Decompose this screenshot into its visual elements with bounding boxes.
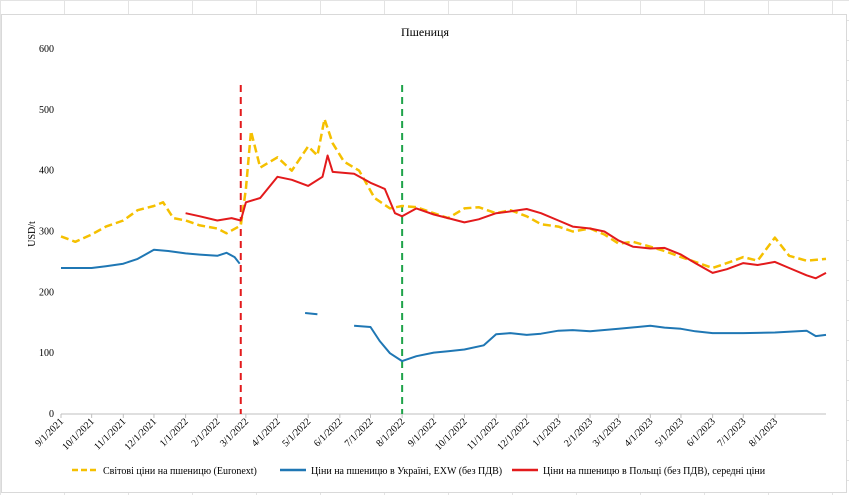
x-tick-label: 11/1/2021 [92,416,128,452]
chart-area[interactable]: Пшениця USD/t 0 100 200 300 400 500 600 9/1/20… [1,14,847,493]
series-line-2 [61,248,241,269]
x-tick-label: 8/1/2022 [374,416,407,449]
x-tick-label: 10/1/2022 [433,416,469,452]
x-tick-label: 11/1/2022 [465,416,501,452]
x-tick-label: 3/1/2022 [218,416,251,449]
x-tick-label: 6/1/2023 [685,416,718,449]
legend-label-1: Світові ціни на пшеницю (Euronext) [103,466,257,477]
x-tick-label: 8/1/2023 [747,416,780,449]
y-axis-ticks: 0 100 200 300 400 500 600 [39,44,54,420]
y-tick-label: 400 [39,166,54,177]
x-tick-label: 5/1/2022 [280,416,313,449]
x-tick-label: 2/1/2023 [562,416,595,449]
chart-title: Пшениця [401,25,449,39]
x-tick-label: 6/1/2022 [312,416,345,449]
y-tick-label: 0 [49,409,54,420]
event-lines [239,85,404,414]
x-tick-label: 12/1/2022 [495,416,531,452]
y-tick-label: 600 [39,44,54,55]
legend-label-3: Ціни на пшеницю в Польщі (без ПДВ), сере… [543,466,766,477]
legend: Світові ціни на пшеницю (Euronext) Ціни н… [72,466,766,477]
x-tick-label: 1/1/2022 [158,416,191,449]
y-tick-label: 100 [39,348,54,359]
x-tick-label: 12/1/2021 [123,416,159,452]
series-line-1 [60,117,827,270]
x-tick-label: 5/1/2023 [653,416,686,449]
x-tick-label: 7/1/2023 [715,416,748,449]
y-tick-label: 300 [39,227,54,238]
series-line-2 [305,312,318,316]
series-line-2 [354,324,827,363]
y-axis-label: USD/t [27,221,38,247]
x-tick-label: 1/1/2023 [531,416,564,449]
x-tick-label: 10/1/2021 [60,416,96,452]
wheat-price-chart: Пшениця USD/t 0 100 200 300 400 500 600 9/1/20… [27,25,827,477]
series-line-3 [185,154,827,280]
y-tick-label: 500 [39,105,54,116]
x-tick-label: 4/1/2023 [623,416,656,449]
x-tick-label: 7/1/2022 [343,416,376,449]
x-tick-label: 2/1/2022 [189,416,222,449]
y-tick-label: 200 [39,287,54,298]
x-tick-label: 4/1/2022 [250,416,283,449]
legend-label-2: Ціни на пшеницю в Україні, EXW (без ПДВ) [311,466,502,477]
x-tick-label: 3/1/2023 [591,416,624,449]
x-axis-ticks: 9/1/202110/1/202111/1/202112/1/20211/1/2… [33,414,780,453]
series-lines [60,117,827,363]
